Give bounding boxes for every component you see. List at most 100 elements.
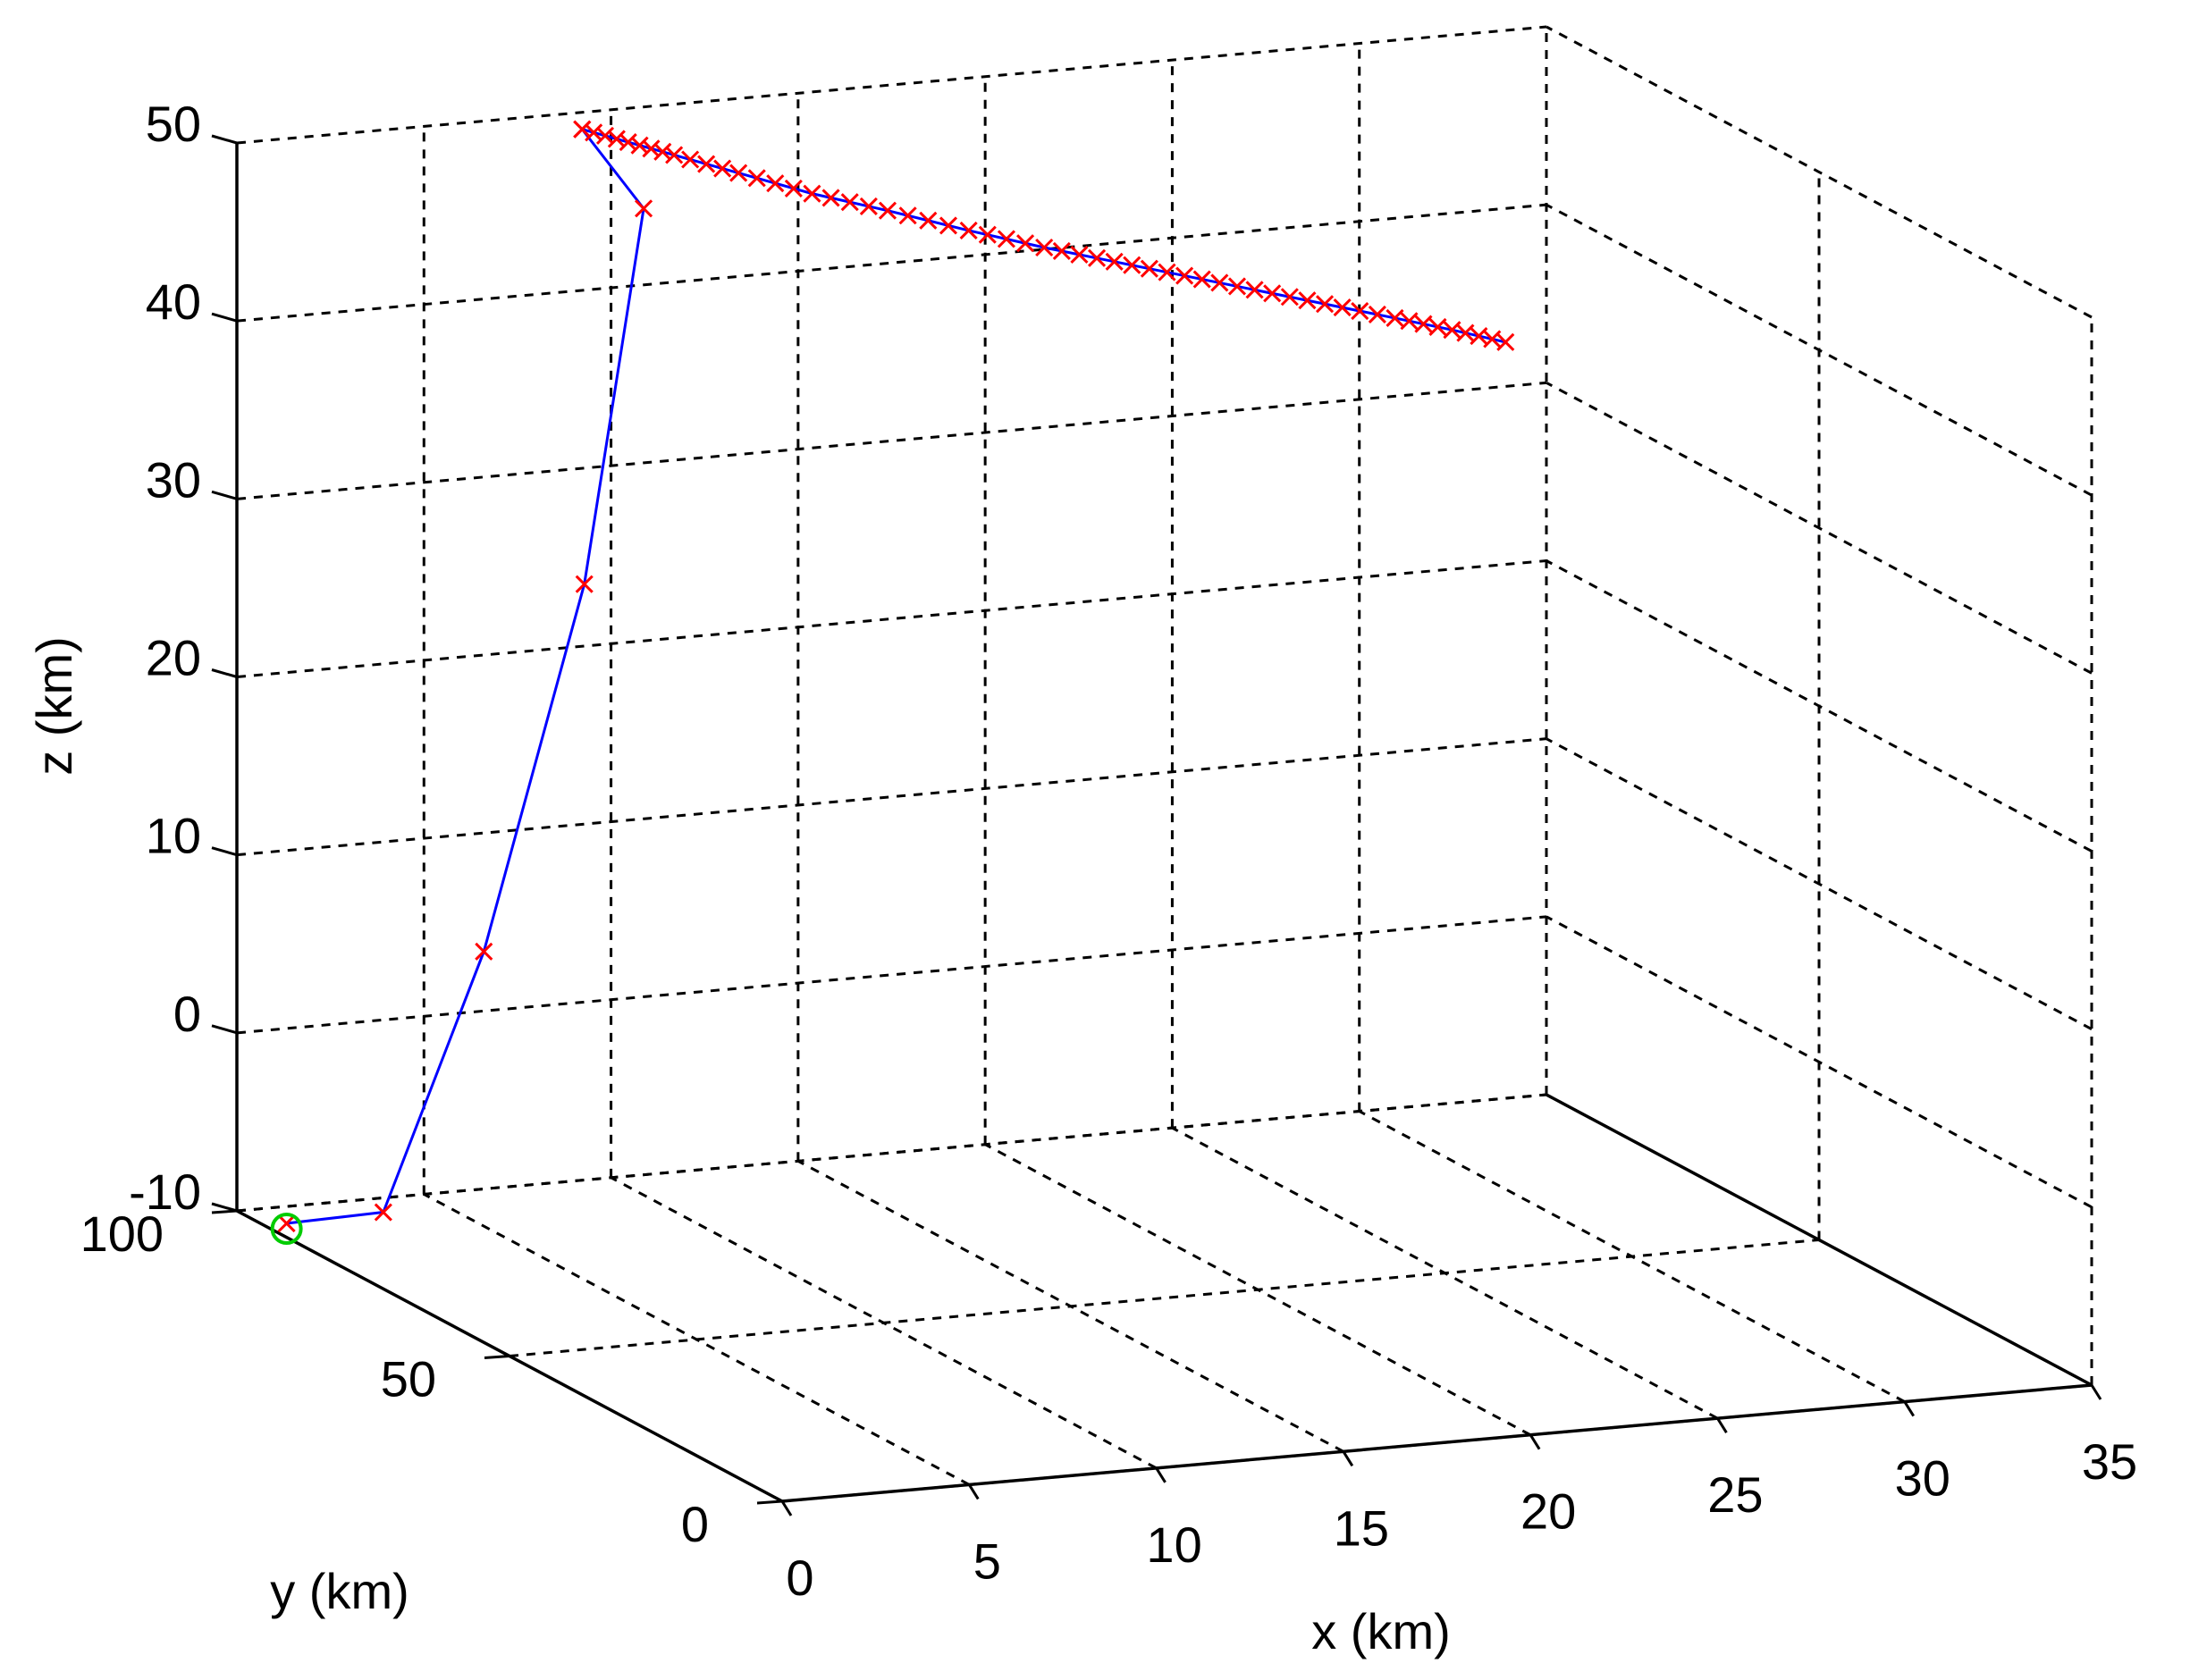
cluster-marker: [681, 150, 700, 169]
cluster-marker: [1470, 326, 1488, 346]
side-wall-grid-z: [1546, 203, 2093, 497]
cluster-marker: [959, 221, 978, 240]
y-axis-label: y (km): [270, 1563, 409, 1619]
back-wall-grid-z: [236, 915, 1547, 1035]
side-wall-grid-z: [1546, 559, 2093, 853]
x-tick-mark: [1716, 1417, 1728, 1433]
cluster-marker: [747, 169, 766, 188]
cluster-marker: [1035, 238, 1054, 257]
cluster-marker: [840, 193, 859, 212]
cluster-marker: [1400, 312, 1419, 331]
y-tick-mark: [211, 1209, 238, 1214]
z-tick-label: 40: [146, 273, 201, 330]
side-wall-grid-z: [1546, 737, 2093, 1030]
z-tick-label: -10: [129, 1163, 201, 1220]
cluster-marker: [1227, 277, 1247, 296]
axis-lines: [211, 134, 2102, 1516]
x-tick-mark: [780, 1500, 793, 1516]
trajectory-line: [286, 127, 1506, 1225]
cluster-marker: [803, 184, 821, 203]
back-wall-grid-z: [236, 203, 1547, 323]
cluster-marker: [1158, 263, 1176, 281]
x-tick-mark: [1155, 1467, 1167, 1483]
cluster-marker: [1386, 308, 1404, 327]
x-tick-label: 15: [1334, 1499, 1389, 1556]
back-wall-grid-z: [236, 25, 1547, 145]
cluster-marker: [1483, 330, 1502, 349]
trajectory-marker: [475, 942, 493, 961]
cluster-marker: [1263, 284, 1282, 303]
cluster-marker: [997, 230, 1015, 248]
z-tick-mark: [211, 490, 238, 500]
cluster-marker: [1175, 266, 1194, 285]
y-tick-label: 50: [381, 1351, 436, 1407]
z-tick-label: 10: [146, 808, 201, 864]
z-tick-mark: [211, 1024, 238, 1035]
grid-lines: [235, 25, 2093, 1503]
cluster-marker: [919, 211, 938, 230]
cluster-marker: [653, 142, 672, 161]
cluster-marker: [585, 123, 603, 142]
cluster-marker: [713, 159, 732, 178]
cluster-marker: [1298, 291, 1317, 310]
floor-edge-line: [1546, 1093, 2093, 1387]
cluster-marker: [1087, 248, 1107, 267]
cluster-marker: [859, 197, 878, 215]
x-tick-label: 10: [1146, 1516, 1201, 1573]
cluster-marker: [607, 130, 626, 148]
back-wall-grid-z: [236, 1093, 1547, 1213]
y-tick-mark: [756, 1499, 783, 1505]
cluster-marker: [1496, 332, 1515, 351]
back-wall-grid-z: [236, 381, 1547, 500]
cluster-marker: [1210, 273, 1229, 292]
x-tick-label: 35: [2082, 1433, 2137, 1490]
trajectory-marker: [277, 1214, 296, 1233]
cluster-marker: [1428, 317, 1447, 336]
z-tick-label: 20: [146, 630, 201, 686]
x-axis-label: x (km): [1311, 1603, 1451, 1659]
cluster-marker: [619, 133, 637, 152]
cluster-marker: [642, 139, 661, 158]
x-tick-mark: [1529, 1433, 1541, 1450]
cluster-marker: [1351, 301, 1369, 321]
cluster-marker: [898, 206, 917, 225]
trajectory-marker: [575, 575, 594, 593]
z-axis-label: z (km): [26, 636, 82, 776]
side-wall-grid-z: [1546, 382, 2093, 675]
z-tick-label: 30: [146, 451, 201, 508]
x-tick-mark: [1903, 1400, 1915, 1417]
cluster-marker: [1414, 315, 1433, 333]
cluster-marker: [1333, 298, 1352, 317]
x-tick-mark: [1342, 1450, 1354, 1467]
trajectory-series: [270, 120, 1515, 1246]
x-tick-mark: [2090, 1384, 2102, 1400]
z-tick-mark: [211, 668, 238, 678]
cluster-marker: [1140, 259, 1158, 278]
x-tick-label: 30: [1895, 1450, 1950, 1507]
cluster-marker: [1456, 323, 1475, 342]
x-tick-mark: [968, 1483, 980, 1500]
tick-labels: 0 5 10 15 20 25 30 35 0 50 100-10 0 10 20 30 40 50: [80, 96, 2138, 1606]
x-tick-label: 0: [786, 1550, 813, 1606]
back-wall-grid-z: [236, 737, 1547, 857]
cluster-marker: [665, 146, 684, 164]
x-axis-line: [781, 1383, 2093, 1503]
cluster-marker: [878, 201, 897, 220]
cluster-marker: [1443, 321, 1461, 340]
side-wall-grid-z: [1546, 915, 2093, 1209]
cluster-marker: [784, 179, 803, 197]
cluster-marker: [697, 155, 716, 173]
cluster-marker: [1368, 305, 1386, 324]
cluster-marker: [766, 174, 785, 193]
cluster-marker: [978, 225, 997, 244]
floor-grid-y: [509, 1239, 1820, 1357]
floor-grid-y: [236, 1093, 1547, 1213]
cluster-marker: [630, 136, 649, 155]
cluster-marker: [1052, 241, 1071, 261]
x-tick-label: 5: [973, 1533, 1001, 1589]
cluster-marker: [821, 189, 840, 207]
cluster-marker: [1123, 256, 1141, 274]
trajectory-marker: [374, 1203, 392, 1222]
z-tick-label: 50: [146, 96, 201, 152]
